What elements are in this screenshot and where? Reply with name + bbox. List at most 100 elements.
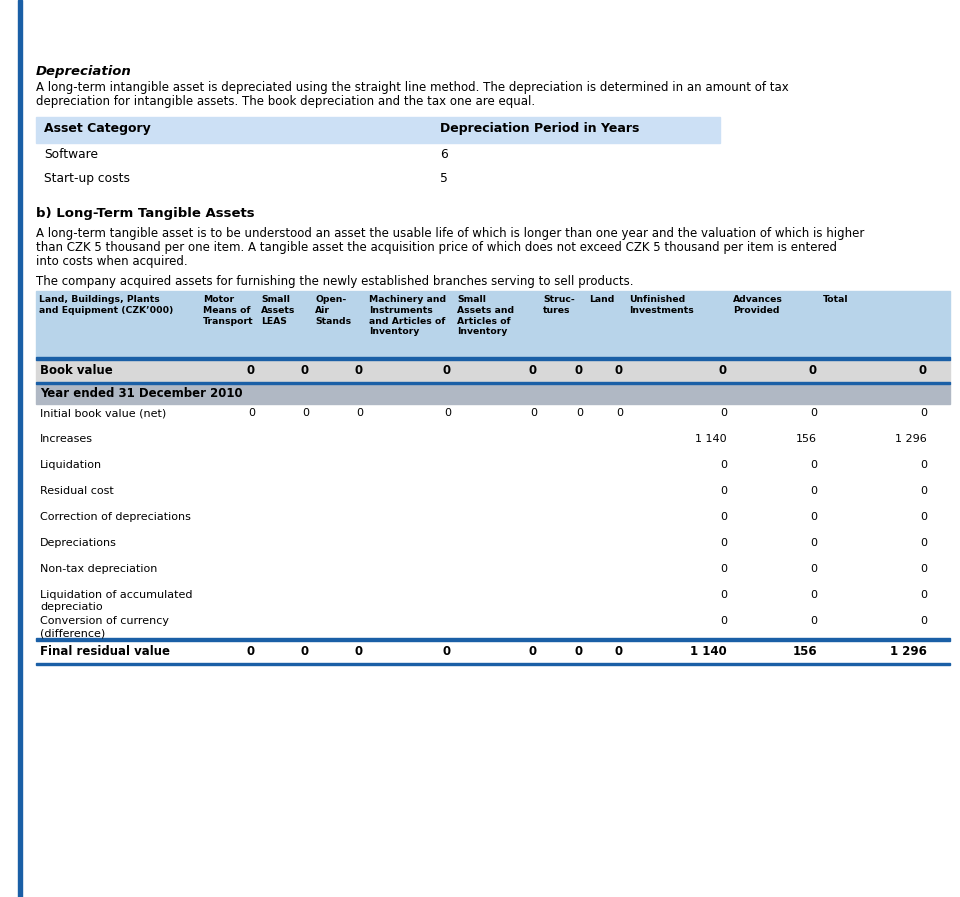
Text: Year ended 31 December 2010: Year ended 31 December 2010: [40, 387, 243, 400]
Text: Start-up costs: Start-up costs: [44, 172, 130, 185]
Text: 0: 0: [920, 460, 927, 470]
Text: Final residual value: Final residual value: [40, 645, 170, 658]
Text: Depreciation Period in Years: Depreciation Period in Years: [440, 122, 639, 135]
Text: Liquidation: Liquidation: [40, 460, 102, 470]
Text: Increases: Increases: [40, 434, 93, 444]
Bar: [36, 663, 950, 665]
Text: 0: 0: [720, 564, 727, 574]
Text: 0: 0: [616, 408, 623, 418]
Text: 0: 0: [920, 512, 927, 522]
Text: 0: 0: [302, 408, 309, 418]
Text: 0: 0: [575, 363, 583, 377]
Text: Machinery and
Instruments
and Articles of
Inventory: Machinery and Instruments and Articles o…: [369, 295, 446, 336]
Text: 0: 0: [356, 408, 363, 418]
Text: 0: 0: [720, 460, 727, 470]
Text: Depreciation: Depreciation: [36, 65, 132, 78]
Text: Land: Land: [589, 295, 614, 304]
Text: b) Long-Term Tangible Assets: b) Long-Term Tangible Assets: [36, 207, 254, 220]
Text: The company acquired assets for furnishing the newly established branches servin: The company acquired assets for furnishi…: [36, 275, 634, 288]
Text: 0: 0: [300, 645, 309, 658]
Text: A long-term tangible asset is to be understood an asset the usable life of which: A long-term tangible asset is to be unde…: [36, 227, 864, 240]
Text: 1 296: 1 296: [896, 434, 927, 444]
Text: Open-
Air
Stands: Open- Air Stands: [315, 295, 351, 326]
Text: 0: 0: [920, 486, 927, 496]
Text: Conversion of currency
(difference): Conversion of currency (difference): [40, 616, 169, 638]
Text: 0: 0: [355, 363, 363, 377]
Text: 0: 0: [248, 408, 255, 418]
Text: 156: 156: [792, 645, 817, 658]
Text: Book value: Book value: [40, 363, 112, 377]
Text: 0: 0: [355, 645, 363, 658]
Text: 0: 0: [920, 408, 927, 418]
Text: Depreciations: Depreciations: [40, 538, 117, 548]
Bar: [36, 384, 950, 404]
Text: 0: 0: [575, 645, 583, 658]
Text: Initial book value (net): Initial book value (net): [40, 408, 166, 418]
Text: 1 140: 1 140: [695, 434, 727, 444]
Text: 0: 0: [529, 363, 537, 377]
Bar: [36, 381, 950, 384]
Text: depreciation for intangible assets. The book depreciation and the tax one are eq: depreciation for intangible assets. The …: [36, 95, 535, 108]
Text: 0: 0: [444, 408, 451, 418]
Text: 6: 6: [440, 148, 447, 161]
Text: 0: 0: [247, 363, 255, 377]
Text: 0: 0: [614, 363, 623, 377]
Text: 0: 0: [920, 538, 927, 548]
Text: than CZK 5 thousand per one item. A tangible asset the acquisition price of whic: than CZK 5 thousand per one item. A tang…: [36, 241, 837, 254]
Text: 0: 0: [919, 363, 927, 377]
Text: 0: 0: [920, 564, 927, 574]
Text: Correction of depreciations: Correction of depreciations: [40, 512, 191, 522]
Text: 5: 5: [440, 172, 448, 185]
Text: 0: 0: [810, 538, 817, 548]
Text: 0: 0: [810, 460, 817, 470]
Text: Residual cost: Residual cost: [40, 486, 113, 496]
Text: 0: 0: [300, 363, 309, 377]
Text: 0: 0: [443, 645, 451, 658]
Text: A long-term intangible asset is depreciated using the straight line method. The : A long-term intangible asset is deprecia…: [36, 81, 789, 94]
Text: Advances
Provided: Advances Provided: [733, 295, 782, 315]
Text: Total: Total: [823, 295, 849, 304]
Text: 0: 0: [810, 408, 817, 418]
Text: Asset Category: Asset Category: [44, 122, 151, 135]
Text: 0: 0: [530, 408, 537, 418]
Text: Struc-
tures: Struc- tures: [543, 295, 575, 315]
Text: 0: 0: [576, 408, 583, 418]
Bar: [36, 638, 950, 640]
Text: 0: 0: [719, 363, 727, 377]
Text: 0: 0: [810, 512, 817, 522]
Text: Motor
Means of
Transport: Motor Means of Transport: [203, 295, 253, 326]
Text: Software: Software: [44, 148, 98, 161]
Text: 0: 0: [810, 590, 817, 600]
Text: 1 296: 1 296: [890, 645, 927, 658]
Bar: [36, 357, 950, 360]
Bar: [36, 117, 720, 143]
Text: 0: 0: [720, 538, 727, 548]
Text: 0: 0: [720, 512, 727, 522]
Text: 0: 0: [443, 363, 451, 377]
Text: 0: 0: [810, 486, 817, 496]
Text: 0: 0: [810, 616, 817, 626]
Text: Small
Assets
LEAS: Small Assets LEAS: [261, 295, 296, 326]
Bar: [36, 291, 950, 357]
Text: 0: 0: [810, 564, 817, 574]
Text: Unfinished
Investments: Unfinished Investments: [629, 295, 694, 315]
Text: Liquidation of accumulated
depreciatio: Liquidation of accumulated depreciatio: [40, 590, 193, 612]
Text: into costs when acquired.: into costs when acquired.: [36, 255, 187, 268]
Text: Land, Buildings, Plants
and Equipment (CZK’000): Land, Buildings, Plants and Equipment (C…: [39, 295, 173, 315]
Text: 0: 0: [529, 645, 537, 658]
Text: 0: 0: [720, 616, 727, 626]
Text: Small
Assets and
Articles of
Inventory: Small Assets and Articles of Inventory: [457, 295, 515, 336]
Text: 0: 0: [247, 645, 255, 658]
Bar: [36, 360, 950, 381]
Text: 1 140: 1 140: [690, 645, 727, 658]
Text: 0: 0: [920, 590, 927, 600]
Text: 0: 0: [720, 486, 727, 496]
Bar: [18, 0, 22, 897]
Text: 0: 0: [720, 408, 727, 418]
Text: 0: 0: [920, 616, 927, 626]
Text: 0: 0: [614, 645, 623, 658]
Text: 0: 0: [809, 363, 817, 377]
Text: 156: 156: [796, 434, 817, 444]
Text: 0: 0: [720, 590, 727, 600]
Text: Non-tax depreciation: Non-tax depreciation: [40, 564, 157, 574]
